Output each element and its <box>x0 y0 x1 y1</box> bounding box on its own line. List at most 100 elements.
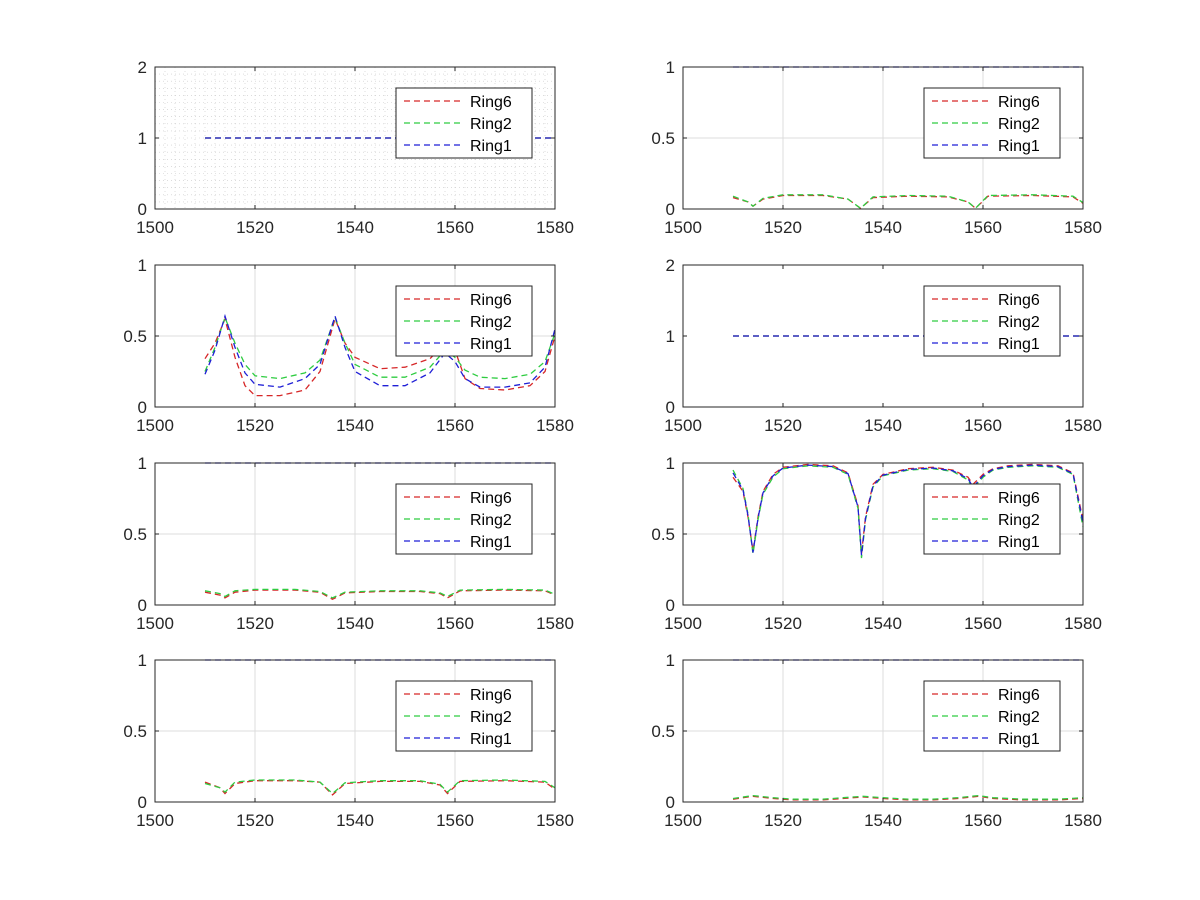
x-tick-label: 1540 <box>336 416 374 435</box>
x-tick-label: 1540 <box>336 614 374 633</box>
subplot-row3-left: 1500 1520 1540 1560 1580 0 0.5 1 Ring6 Ring2 Ring1 <box>123 454 574 633</box>
x-tick-label: 1540 <box>864 614 902 633</box>
legend-label: Ring6 <box>998 292 1040 309</box>
legend: Ring6 Ring2 Ring1 <box>395 285 533 357</box>
x-tick-label: 1560 <box>436 811 474 830</box>
y-tick-label: 0 <box>666 398 675 417</box>
series-line-ring2 <box>732 465 1084 559</box>
x-tick-label: 1520 <box>236 614 274 633</box>
y-tick-label: 0.5 <box>651 525 675 544</box>
subplot-row4-right: 1500 1520 1540 1560 1580 0 0.5 1 Ring6 Ring2 Ring1 <box>651 651 1102 830</box>
y-tick-label: 1 <box>138 454 147 473</box>
series-line-ring2 <box>732 194 1084 210</box>
x-tick-label: 1500 <box>664 416 702 435</box>
legend-label: Ring6 <box>470 94 512 111</box>
x-tick-label: 1560 <box>964 218 1002 237</box>
legend-label: Ring2 <box>998 512 1040 529</box>
x-tick-label: 1540 <box>864 811 902 830</box>
x-tick-label: 1520 <box>236 811 274 830</box>
x-tick-label: 1520 <box>764 218 802 237</box>
legend-label: Ring2 <box>470 116 512 133</box>
legend-label: Ring1 <box>998 534 1040 551</box>
x-tick-label: 1560 <box>964 416 1002 435</box>
legend: Ring6 Ring2 Ring1 <box>395 483 533 555</box>
subplot-row1-left: 1500 1520 1540 1560 1580 0 1 2 Ring6 Ring2 Ring1 <box>136 58 574 237</box>
y-tick-label: 0 <box>138 596 147 615</box>
legend: Ring6 Ring2 Ring1 <box>923 285 1061 357</box>
x-tick-label: 1560 <box>436 614 474 633</box>
x-tick-label: 1580 <box>1064 811 1102 830</box>
subplot-row2-left: 1500 1520 1540 1560 1580 0 0.5 1 Ring6 Ring2 Ring1 <box>123 256 574 435</box>
legend: Ring6 Ring2 Ring1 <box>395 680 533 752</box>
y-tick-label: 0.5 <box>123 722 147 741</box>
y-tick-label: 0.5 <box>123 525 147 544</box>
y-tick-label: 0 <box>138 398 147 417</box>
x-tick-label: 1520 <box>764 811 802 830</box>
x-tick-label: 1500 <box>136 218 174 237</box>
legend-label: Ring6 <box>998 490 1040 507</box>
x-tick-label: 1540 <box>864 416 902 435</box>
y-tick-label: 2 <box>666 256 675 275</box>
y-tick-label: 1 <box>666 58 675 77</box>
y-tick-label: 1 <box>666 651 675 670</box>
x-tick-label: 1500 <box>136 811 174 830</box>
series-line-ring6 <box>204 780 556 796</box>
y-tick-label: 1 <box>138 651 147 670</box>
legend-label: Ring6 <box>470 292 512 309</box>
x-tick-label: 1580 <box>536 811 574 830</box>
x-tick-label: 1560 <box>964 614 1002 633</box>
x-tick-label: 1580 <box>1064 218 1102 237</box>
legend-label: Ring6 <box>998 94 1040 111</box>
legend-label: Ring2 <box>470 314 512 331</box>
series-line-ring6 <box>204 316 556 397</box>
series-line-ring1 <box>732 464 1084 556</box>
x-tick-label: 1580 <box>1064 614 1102 633</box>
y-tick-label: 2 <box>138 58 147 77</box>
legend-label: Ring1 <box>470 731 512 748</box>
x-tick-label: 1540 <box>864 218 902 237</box>
x-tick-label: 1500 <box>664 614 702 633</box>
x-tick-label: 1560 <box>436 218 474 237</box>
legend-label: Ring1 <box>998 336 1040 353</box>
series-line-ring2 <box>204 588 556 599</box>
legend: Ring6 Ring2 Ring1 <box>395 87 533 159</box>
y-tick-label: 1 <box>666 454 675 473</box>
y-tick-label: 0.5 <box>651 129 675 148</box>
x-tick-label: 1500 <box>136 416 174 435</box>
x-tick-label: 1580 <box>1064 416 1102 435</box>
x-tick-label: 1580 <box>536 218 574 237</box>
y-tick-label: 0 <box>138 200 147 219</box>
x-tick-label: 1520 <box>236 416 274 435</box>
x-tick-label: 1580 <box>536 416 574 435</box>
legend-label: Ring6 <box>470 490 512 507</box>
series-line-ring1 <box>204 313 556 388</box>
legend: Ring6 Ring2 Ring1 <box>923 680 1061 752</box>
subplot-row1-right: 1500 1520 1540 1560 1580 0 0.5 1 Ring6 Ring2 Ring1 <box>651 58 1102 237</box>
legend-label: Ring2 <box>998 314 1040 331</box>
x-tick-label: 1520 <box>764 416 802 435</box>
x-tick-label: 1500 <box>664 811 702 830</box>
legend: Ring6 Ring2 Ring1 <box>923 483 1061 555</box>
y-tick-label: 0 <box>138 793 147 812</box>
y-tick-label: 0 <box>666 200 675 219</box>
y-tick-label: 1 <box>138 256 147 275</box>
x-tick-label: 1520 <box>764 614 802 633</box>
x-tick-label: 1560 <box>964 811 1002 830</box>
legend-label: Ring2 <box>470 512 512 529</box>
x-tick-label: 1540 <box>336 218 374 237</box>
subplot-row3-right: 1500 1520 1540 1560 1580 0 0.5 1 Ring6 Ring2 Ring1 <box>651 454 1102 633</box>
legend-label: Ring6 <box>998 687 1040 704</box>
y-tick-label: 0.5 <box>123 327 147 346</box>
legend-label: Ring1 <box>998 138 1040 155</box>
x-tick-label: 1580 <box>536 614 574 633</box>
y-tick-label: 1 <box>666 327 675 346</box>
y-tick-label: 0 <box>666 793 675 812</box>
legend-label: Ring1 <box>470 138 512 155</box>
legend-label: Ring6 <box>470 687 512 704</box>
legend-label: Ring1 <box>470 336 512 353</box>
subplot-row4-left: 1500 1520 1540 1560 1580 0 0.5 1 Ring6 Ring2 Ring1 <box>123 651 574 830</box>
y-tick-label: 1 <box>138 129 147 148</box>
x-tick-label: 1520 <box>236 218 274 237</box>
legend-label: Ring2 <box>998 116 1040 133</box>
